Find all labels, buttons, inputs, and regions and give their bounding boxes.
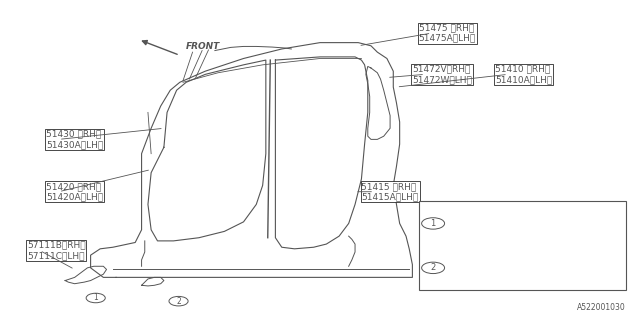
FancyBboxPatch shape [419, 201, 626, 290]
Text: W230013 (      -'04MY0305): W230013 ( -'04MY0305) [454, 252, 574, 261]
Text: 2: 2 [431, 263, 436, 272]
Text: 51430 〈RH〉
51430A〈LH〉: 51430 〈RH〉 51430A〈LH〉 [46, 130, 103, 149]
Text: 51410 〈RH〉
51410A〈LH〉: 51410 〈RH〉 51410A〈LH〉 [495, 65, 552, 84]
Text: 57111B〈RH〉
57111C〈LH〉: 57111B〈RH〉 57111C〈LH〉 [27, 241, 86, 260]
Text: 1: 1 [431, 219, 436, 228]
Text: 51475 〈RH〉
51475A〈LH〉: 51475 〈RH〉 51475A〈LH〉 [419, 23, 476, 43]
Text: 2: 2 [176, 297, 181, 306]
Text: A522001030: A522001030 [577, 303, 626, 312]
Text: 51415 〈RH〉
51415A〈LH〉: 51415 〈RH〉 51415A〈LH〉 [362, 182, 419, 201]
Text: M000219 ('02MY0112-       ): M000219 ('02MY0112- ) [454, 230, 579, 239]
Text: 1: 1 [93, 293, 98, 302]
Text: W230046('04MY0306-       ): W230046('04MY0306- ) [454, 275, 574, 284]
Text: 51420 〈RH〉
51420A〈LH〉: 51420 〈RH〉 51420A〈LH〉 [46, 182, 103, 201]
Text: FRONT: FRONT [186, 42, 220, 51]
Text: 0101S*A (      -'02MY0111): 0101S*A ( -'02MY0111) [454, 208, 574, 217]
Text: 51472V〈RH〉
51472W〈LH〉: 51472V〈RH〉 51472W〈LH〉 [412, 65, 472, 84]
